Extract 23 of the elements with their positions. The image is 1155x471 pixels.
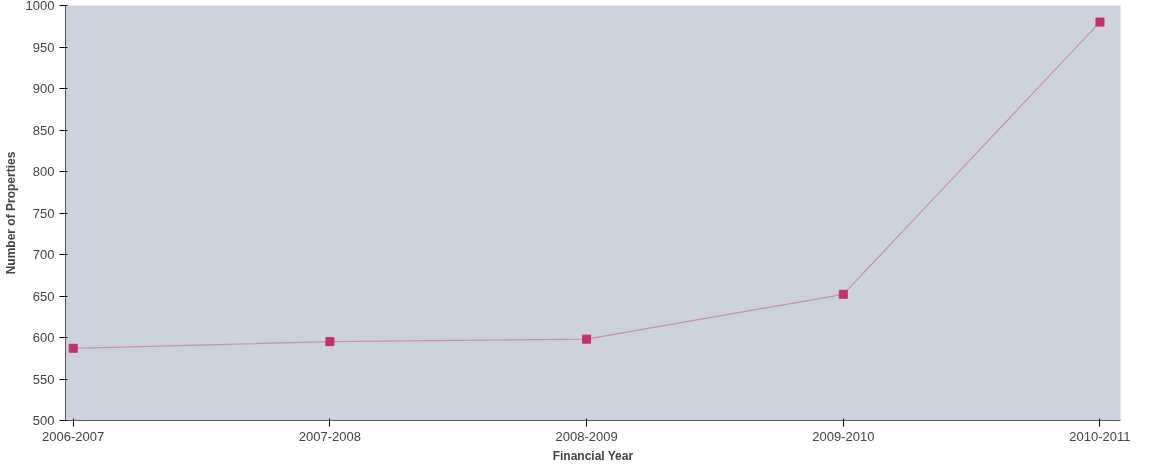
y-tick-label: 550	[32, 371, 55, 387]
point	[838, 289, 848, 299]
point	[1095, 17, 1105, 27]
point	[68, 343, 78, 353]
y-tick-label: 850	[32, 122, 55, 138]
y-tick-label: 600	[32, 330, 55, 345]
x-tick-label: 2009-2010	[812, 428, 875, 444]
y-tick-label: 650	[32, 288, 55, 304]
x-axis-title: Financial Year	[552, 448, 634, 463]
point	[325, 337, 335, 347]
y-tick-label: 750	[32, 205, 55, 221]
y-tick-label: 800	[32, 164, 55, 179]
x-tick-label: 2006-2007	[42, 428, 105, 444]
y-axis-title: Number of Properties	[3, 151, 18, 275]
x-tick-label: 2008-2009	[555, 428, 618, 444]
y-tick-label: 500	[32, 413, 55, 428]
y-tick-label: 1000	[25, 0, 55, 13]
x-tick-label: 2010-2011	[1069, 428, 1131, 444]
point	[582, 334, 592, 344]
y-tick-label: 700	[32, 247, 55, 262]
x-tick-label: 2007-2008	[298, 428, 361, 444]
y-tick-label: 950	[32, 39, 55, 55]
y-tick-label: 900	[32, 81, 55, 96]
